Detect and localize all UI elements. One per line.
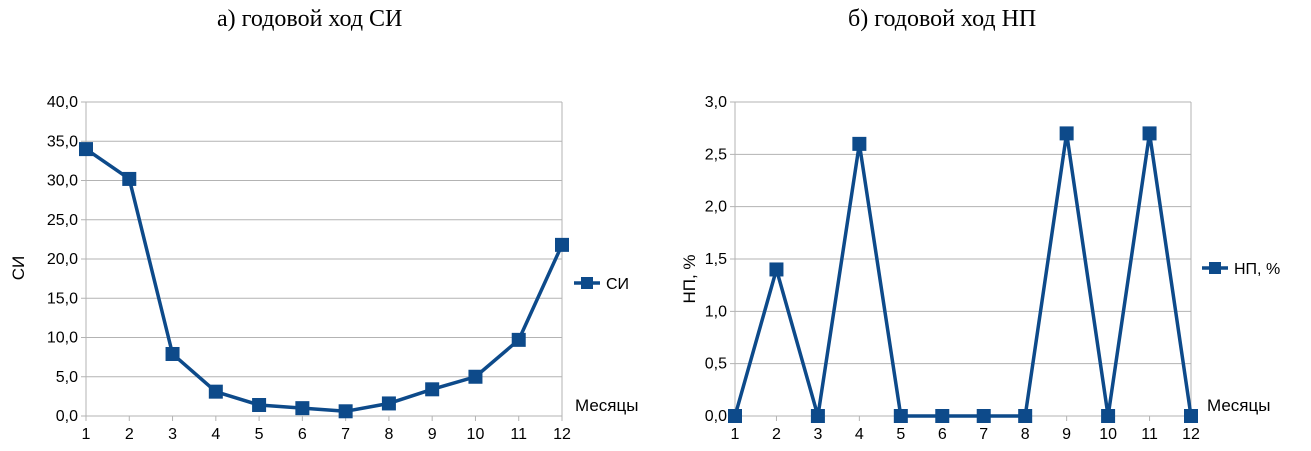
chart-b-xtick-label: 1 (731, 426, 740, 443)
chart-b-legend-marker (1209, 262, 1221, 274)
chart-b-data-point (976, 409, 991, 423)
chart-a-xlabel: Месяцы (575, 396, 638, 415)
chart-a-legend-label: СИ (606, 276, 629, 293)
chart-b-data-point (1059, 126, 1074, 141)
chart-b-ytick-label: 1,0 (705, 303, 727, 320)
chart-a-xtick-label: 4 (211, 426, 220, 443)
chart-b-ytick-label: 0,5 (705, 356, 727, 373)
chart-a-xtick-label: 11 (510, 426, 527, 443)
chart-a-data-point (79, 142, 93, 157)
chart-b-xtick-label: 9 (1062, 426, 1071, 443)
chart-a-ytick-label: 10,0 (47, 330, 78, 347)
chart-b-ytick-label: 1,5 (705, 251, 727, 268)
chart-a-xtick-label: 10 (467, 426, 485, 443)
chart-a-ytick-label: 15,0 (47, 290, 78, 307)
chart-b-ytick-label: 2,5 (705, 146, 727, 163)
chart-a-ytick-label: 40,0 (47, 94, 78, 111)
chart-a-data-point (381, 396, 396, 411)
chart-b-ytick-label: 0,0 (705, 408, 727, 425)
chart-b-data-point (1018, 409, 1033, 423)
chart-a-data-point (425, 382, 440, 397)
chart-b-series-line (733, 131, 1193, 418)
chart-a-ytick-label: 0,0 (56, 408, 78, 425)
chart-b-xtick-label: 12 (1182, 426, 1200, 443)
chart-a-group: 0,05,010,015,020,025,030,035,040,01 2 3 4 5 6… (9, 94, 638, 443)
chart-a-xtick-label: 9 (428, 426, 437, 443)
chart-b-data-point (1101, 409, 1116, 423)
chart-a-ytick-label: 30,0 (47, 173, 78, 190)
chart-a-xtick-label: 7 (341, 426, 350, 443)
chart-b-xtick-label: 10 (1099, 426, 1117, 443)
chart-b-data-point (893, 409, 908, 423)
chart-a-data-point (295, 401, 310, 416)
chart-a-data-point (165, 346, 180, 361)
chart-a-data-point (511, 332, 526, 347)
chart-b-ylabel: НП, % (680, 254, 699, 303)
chart-b-legend-label: НП, % (1234, 261, 1280, 278)
chart-a-legend-marker (581, 277, 593, 289)
chart-a-ytick-label: 20,0 (47, 251, 78, 268)
chart-b-data-point (1184, 409, 1198, 423)
chart-b-ytick-label: 3,0 (705, 94, 727, 111)
chart-b-xtick-label: 8 (1021, 426, 1030, 443)
chart-a-data-point (338, 404, 353, 419)
chart-a-series-line (85, 147, 564, 414)
chart-b-data-point (1142, 126, 1157, 141)
chart-a-data-point (468, 369, 483, 384)
chart-b-xtick-label: 2 (772, 426, 781, 443)
chart-a-xtick-label: 2 (125, 426, 134, 443)
chart-b-data-point (810, 409, 825, 423)
chart-a-data-point (252, 398, 267, 413)
chart-b-data-point (935, 409, 950, 423)
chart-a-data-point (208, 384, 223, 399)
chart-b-data-point (728, 409, 742, 423)
chart-b-data-point (852, 136, 867, 151)
chart-a-ytick-label: 5,0 (56, 369, 78, 386)
chart-a-ytick-label: 35,0 (47, 133, 78, 150)
chart-a-ytick-label: 25,0 (47, 212, 78, 229)
chart-b-group: 0,00,51,01,52,02,53,01 2 3 4 5 6 7 8 9 10 11 12НП, … (680, 94, 1280, 443)
chart-a-xtick-label: 8 (384, 426, 393, 443)
chart-b-ytick-label: 2,0 (705, 199, 727, 216)
chart-b-xtick-label: 3 (813, 426, 822, 443)
chart-a-xtick-label: 12 (553, 426, 571, 443)
chart-b-xtick-label: 5 (896, 426, 905, 443)
chart-b-data-point (769, 262, 784, 277)
chart-a-title: а) годовой ход СИ (217, 6, 403, 32)
chart-b-xlabel: Месяцы (1207, 396, 1270, 415)
chart-b-xtick-label: 7 (979, 426, 988, 443)
chart-a-xtick-label: 1 (82, 426, 91, 443)
chart-b-title: б) годовой ход НП (848, 6, 1037, 32)
chart-a-ylabel: СИ (9, 256, 28, 281)
chart-a-xtick-label: 3 (168, 426, 177, 443)
chart-b-xtick-label: 6 (938, 426, 947, 443)
chart-a-data-point (122, 171, 137, 186)
chart-b-xtick-label: 4 (855, 426, 864, 443)
chart-b-xtick-label: 11 (1141, 426, 1158, 443)
chart-a-xtick-label: 5 (255, 426, 264, 443)
chart-a-xtick-label: 6 (298, 426, 307, 443)
chart-a-data-point (555, 237, 569, 252)
